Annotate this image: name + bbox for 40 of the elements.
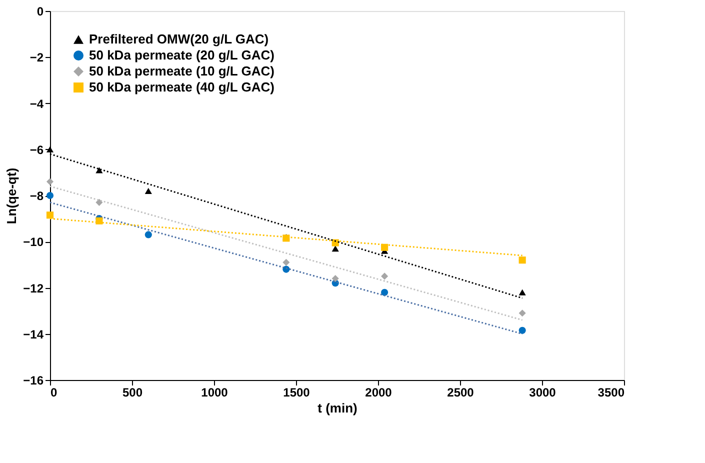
y-tick-label: −4 — [30, 96, 44, 111]
point — [144, 231, 152, 238]
point — [46, 212, 54, 219]
point — [332, 274, 339, 282]
point — [381, 244, 388, 251]
y-axis-title: Ln(qe-qt) — [4, 168, 20, 224]
point — [282, 258, 290, 266]
x-axis-title: t (min) — [318, 400, 358, 416]
y-tick-label: −2 — [30, 50, 44, 65]
point — [518, 326, 526, 334]
point — [518, 289, 526, 296]
y-tick-label: −8 — [30, 189, 44, 203]
point — [518, 310, 526, 317]
point — [518, 256, 526, 264]
x-tick-label: 500 — [122, 386, 143, 400]
legend-label: 50 kDa permeate (10 g/L GAC) — [89, 64, 274, 78]
point — [46, 146, 54, 152]
point — [96, 198, 103, 206]
point — [332, 245, 339, 252]
y-tick-label: 0 — [36, 4, 44, 18]
legend-label: 50 kDa permeate (40 g/L GAC) — [89, 80, 274, 94]
x-tick-label: 3000 — [529, 386, 556, 400]
legend-label: Prefiltered OMW(20 g/L GAC) — [89, 32, 269, 46]
legend-label: 50 kDa permeate (20 g/L GAC) — [89, 48, 274, 62]
point — [381, 288, 388, 296]
x-tick-label: 2000 — [365, 386, 392, 400]
y-tick-label: −6 — [30, 142, 44, 157]
x-tick-label: 2500 — [447, 386, 474, 400]
y-tick-label: −14 — [23, 327, 44, 342]
point — [46, 178, 54, 186]
x-tick-label: 1000 — [201, 386, 228, 400]
x-tick-label: 3500 — [598, 386, 625, 400]
y-tick-label: −10 — [23, 235, 44, 250]
point — [144, 188, 152, 194]
x-tick-label: 0 — [50, 386, 58, 400]
point — [46, 192, 54, 200]
y-tick-label: −12 — [23, 281, 44, 296]
y-tick-label: −16 — [23, 374, 44, 388]
x-tick-label: 1500 — [283, 386, 310, 400]
point — [381, 272, 388, 280]
